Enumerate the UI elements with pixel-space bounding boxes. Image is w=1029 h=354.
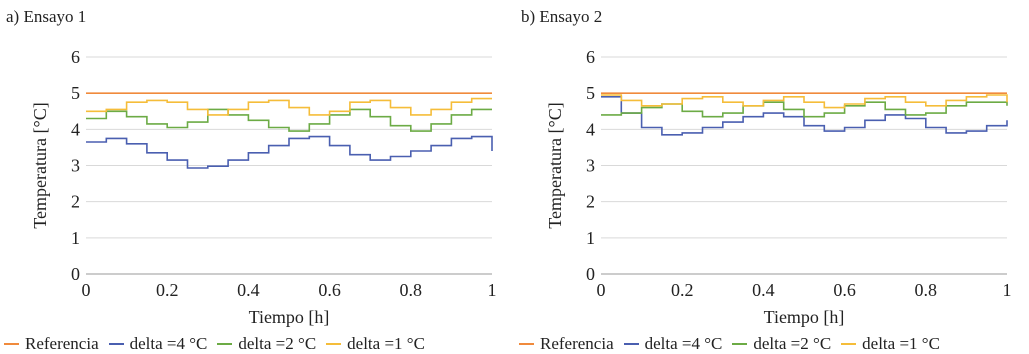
x-tick-label: 0.6 <box>318 280 341 300</box>
series-line <box>601 96 1008 136</box>
x-tick-label: 1 <box>1003 280 1012 300</box>
series-line <box>601 94 1008 109</box>
legend-item: delta =4 °C <box>623 334 723 354</box>
y-tick-label: 6 <box>71 47 80 67</box>
legend-label: Referencia <box>540 334 614 353</box>
y-tick-label: 5 <box>586 83 595 103</box>
y-tick-label: 3 <box>586 156 595 176</box>
y-tick-label: 3 <box>71 156 80 176</box>
series-line <box>86 108 492 132</box>
chart-panel-ensayo-1: a) Ensayo 1 0 1 2 3 4 5 6 0 0.2 0.4 0.6 0.8 1 Tiempo … <box>0 0 514 354</box>
legend-swatch <box>519 343 534 346</box>
legend-swatch <box>108 343 124 346</box>
legend-item: delta =1 °C <box>326 334 425 354</box>
line-chart: 0 1 2 3 4 5 6 0 0.2 0.4 0.6 0.8 1 Tiempo [h] Temperatu… <box>30 47 497 327</box>
legend-swatch <box>326 343 342 346</box>
legend-swatch <box>732 343 748 346</box>
chart-title: b) Ensayo 2 <box>521 7 603 26</box>
legend-label: delta =2 °C <box>238 334 317 353</box>
legend-item: delta =1 °C <box>841 334 940 354</box>
y-tick-label: 2 <box>71 192 80 212</box>
legend-label: delta =1 °C <box>347 334 425 353</box>
legend-swatch <box>841 343 857 346</box>
legend-label: delta =1 °C <box>862 334 940 353</box>
x-tick-label: 0.8 <box>915 280 938 300</box>
x-tick-label: 1 <box>488 280 497 300</box>
x-tick-label: 0.4 <box>237 280 260 300</box>
legend-label: delta =4 °C <box>129 334 208 353</box>
x-tick-label: 0 <box>597 280 606 300</box>
y-tick-label: 0 <box>71 264 80 284</box>
y-tick-label: 5 <box>71 83 80 103</box>
legend-swatch <box>623 343 639 346</box>
legend-item: delta =2 °C <box>217 334 316 354</box>
legend-swatch <box>217 343 233 346</box>
y-tick-label: 4 <box>586 119 595 139</box>
chart-legend: Referencia delta =4 °C delta =2 °C delta =1… <box>4 334 435 354</box>
x-tick-label: 0.4 <box>752 280 775 300</box>
y-tick-label: 6 <box>586 47 595 67</box>
y-axis-label: Temperatura [°C] <box>545 102 565 228</box>
x-tick-label: 0.2 <box>156 280 179 300</box>
y-axis-label: Temperatura [°C] <box>30 102 50 228</box>
y-tick-label: 1 <box>71 228 80 248</box>
y-tick-label: 0 <box>586 264 595 284</box>
legend-item: Referencia <box>519 334 614 354</box>
x-axis-label: Tiempo [h] <box>249 307 330 327</box>
y-tick-label: 1 <box>586 228 595 248</box>
legend-item: delta =2 °C <box>732 334 831 354</box>
series-line <box>86 135 493 169</box>
x-axis-label: Tiempo [h] <box>764 307 845 327</box>
chart-panel-ensayo-2: b) Ensayo 2 0 1 2 3 4 5 6 0 0.2 0.4 0.6 0.8 1 Tiempo … <box>515 0 1029 354</box>
chart-legend: Referencia delta =4 °C delta =2 °C delta =1… <box>519 334 950 354</box>
x-tick-label: 0.2 <box>671 280 694 300</box>
series-line <box>86 97 492 116</box>
x-tick-label: 0.6 <box>833 280 856 300</box>
x-tick-label: 0 <box>82 280 91 300</box>
legend-label: delta =2 °C <box>753 334 832 353</box>
legend-item: delta =4 °C <box>108 334 208 354</box>
legend-item: Referencia <box>4 334 99 354</box>
y-tick-label: 2 <box>586 192 595 212</box>
legend-label: Referencia <box>25 334 99 353</box>
x-tick-label: 0.8 <box>400 280 423 300</box>
legend-swatch <box>4 343 19 346</box>
legend-label: delta =4 °C <box>644 334 723 353</box>
chart-title: a) Ensayo 1 <box>6 7 87 26</box>
line-chart: 0 1 2 3 4 5 6 0 0.2 0.4 0.6 0.8 1 Tiempo [h] Temperatu… <box>545 47 1012 327</box>
y-tick-label: 4 <box>71 119 80 139</box>
